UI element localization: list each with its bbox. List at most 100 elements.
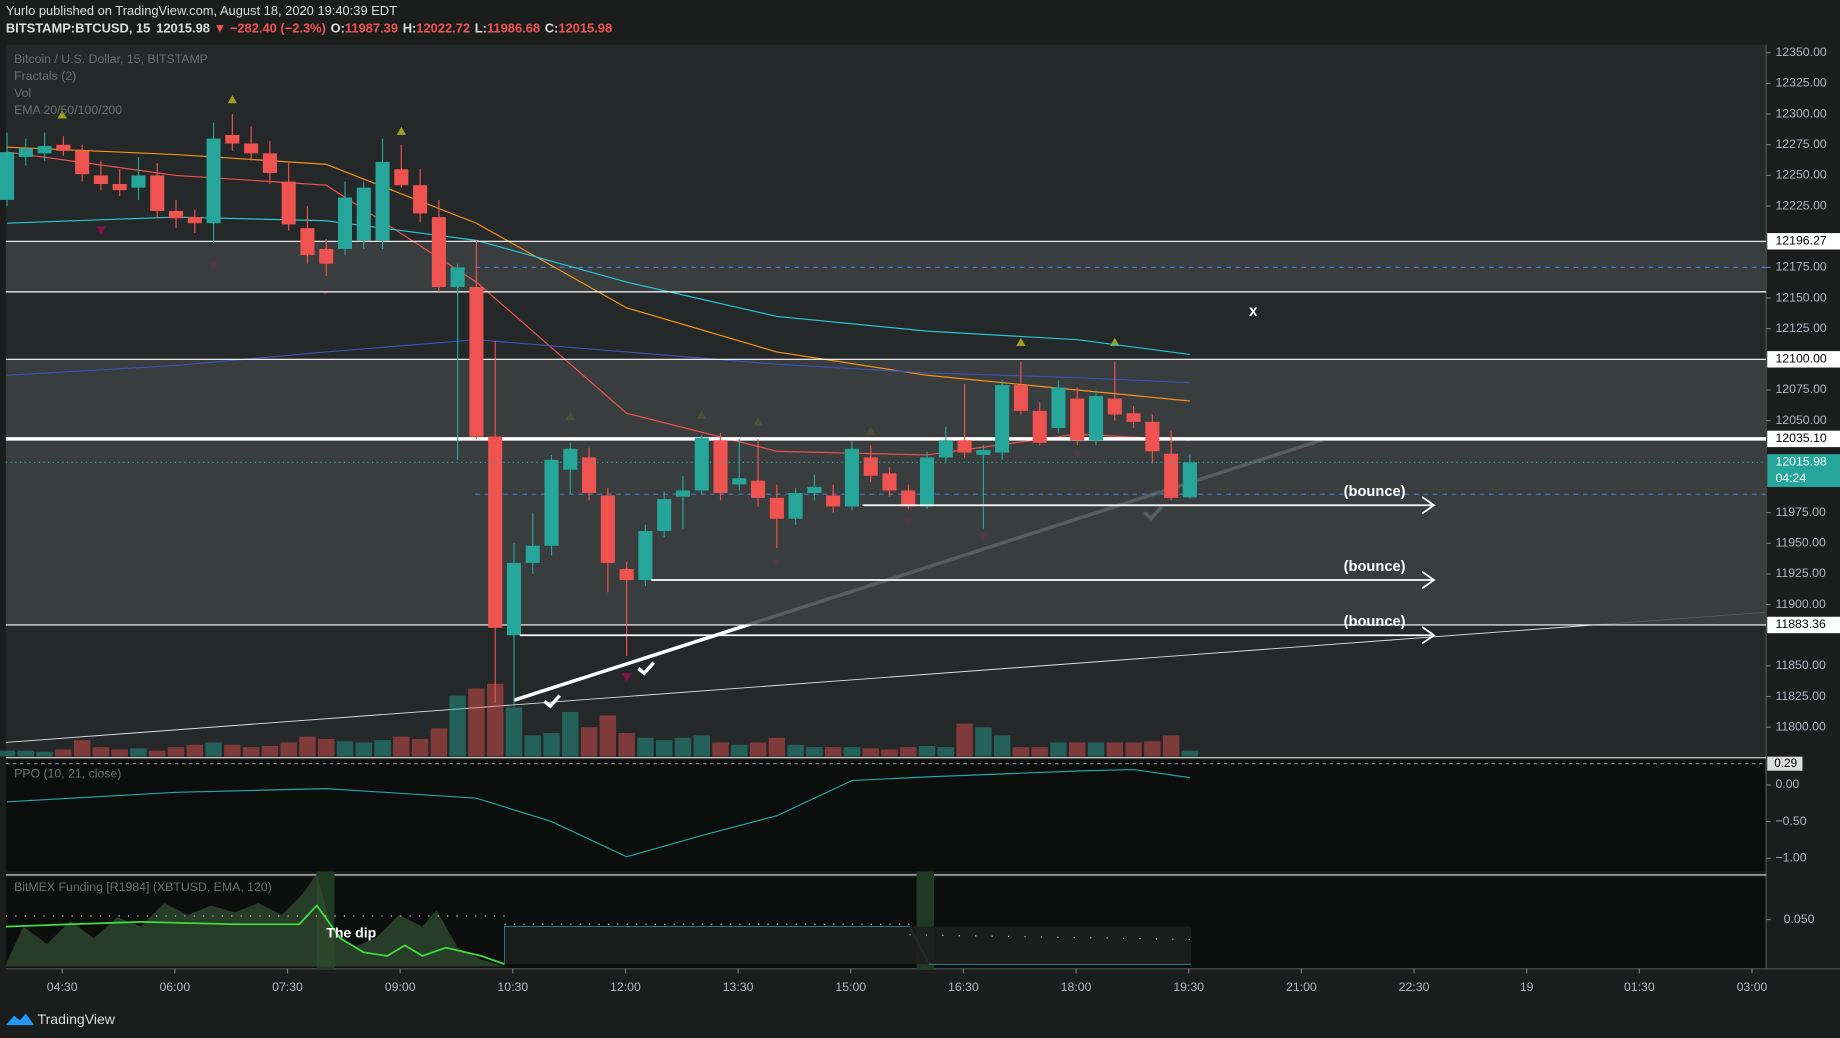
fractal-up [57,110,67,119]
candle-body [1182,462,1197,498]
legend-entry: Fractals (2) [14,69,76,83]
volume-bar [1162,735,1180,757]
volume-bar [731,744,748,757]
ohlc-value: 12015.98 [558,21,612,36]
candle-body [675,490,690,497]
zone [5,359,1767,625]
y-tick-label: 11825.00 [1775,689,1826,703]
volume-bar [167,747,185,757]
check-mark [543,694,562,709]
volume-bar [599,715,617,757]
funding-title: BitMEX Funding [R1984] (XBTUSD, EMA, 120… [14,880,272,894]
y-tick-label: 11925.00 [1775,566,1826,580]
candle-body [1164,453,1179,498]
volume-bar [862,748,879,757]
volume-bar [17,750,35,757]
volume-bar [674,737,692,757]
volume-bar [843,747,861,757]
x-tick-label: 07:30 [272,980,303,994]
candle-body [1126,413,1141,422]
candle-body [281,181,296,225]
x-tick-label: 09:00 [385,980,416,994]
volume-bar [712,742,729,757]
funding-band [504,926,1192,965]
y-tick-label: 11900.00 [1775,597,1826,611]
volume-bar [355,742,372,757]
volume-bar [562,711,579,757]
arrow-head [1421,496,1436,515]
volume-bar [524,735,541,757]
candle-body [337,197,353,249]
candle-body [225,134,240,144]
countdown-label: 04:24 [1775,471,1806,485]
candle-body [976,450,991,455]
funding-annotation: The dip [326,924,376,940]
ppo-pane [5,760,1767,872]
legend-entry: Vol [14,86,31,100]
candle-body [187,217,202,224]
candle-body [1032,410,1047,443]
y-tick-label: 12325.00 [1775,76,1826,90]
level-label-box [1767,616,1840,634]
candle-body [37,145,52,154]
change: ▼ −282.40 (−2.3%) [214,21,326,36]
bounce-label: (bounce) [1344,614,1406,630]
volume-bar [73,740,91,757]
y-tick-label: 12250.00 [1775,168,1826,182]
volume-bar [749,742,767,757]
volume-bar [411,738,429,757]
volume-bar [149,750,166,757]
volume-bar [918,745,936,757]
volume-bar [1031,747,1048,757]
candle-body [600,495,615,563]
volume-bar [1012,747,1030,757]
candle-body [1107,398,1122,415]
candle-body [56,144,71,151]
ppo-title: PPO (10, 21, close) [14,766,121,780]
candle-body [262,153,277,173]
volume-bar [393,736,410,757]
candle-body [394,169,409,186]
candle-body [112,183,127,191]
legend-entry: Bitcoin / U.S. Dollar, 15, BITSTAMP [14,52,208,66]
level-label-box [1767,351,1840,368]
volume-bar [1181,750,1199,757]
volume-bar [468,688,485,757]
candle-body [995,385,1010,453]
arrow-head [1421,571,1436,589]
funding-area [5,873,505,967]
candle-body [882,473,897,491]
candle-body [1088,396,1104,441]
candle-body [563,448,578,470]
level-label-box [1767,233,1840,250]
header-line: Yurlo published on TradingView.com, Augu… [6,3,397,18]
volume-bar [374,740,391,757]
mark-text: x [1249,303,1258,320]
volume-bar [975,727,992,757]
volume-bar [224,744,241,757]
candle-body [375,161,390,241]
volume-bar [824,747,842,757]
candle-body [488,436,503,628]
y-tick-label: 12300.00 [1775,106,1826,120]
x-tick-label: 22:30 [1399,980,1430,994]
candle-body [788,492,803,519]
volume-bar [430,728,448,757]
logo [5,1013,35,1026]
volume-bar [336,741,354,757]
volume-bar [580,727,598,757]
y-tick-label: 11800.00 [1775,719,1826,733]
volume-bar [55,749,72,757]
bounce-label: (bounce) [1344,559,1406,575]
ohlc-key: L: [475,21,487,36]
candle-body [920,457,935,507]
last-price-label: 12015.98 [1775,455,1826,469]
volume-bar [1106,742,1124,757]
ema-line [7,216,1190,356]
volume-bar [1087,742,1105,757]
volume-bar [505,707,523,757]
candle-body [0,152,15,200]
candle-body [1070,398,1085,441]
ppo-last-box [1767,756,1803,771]
